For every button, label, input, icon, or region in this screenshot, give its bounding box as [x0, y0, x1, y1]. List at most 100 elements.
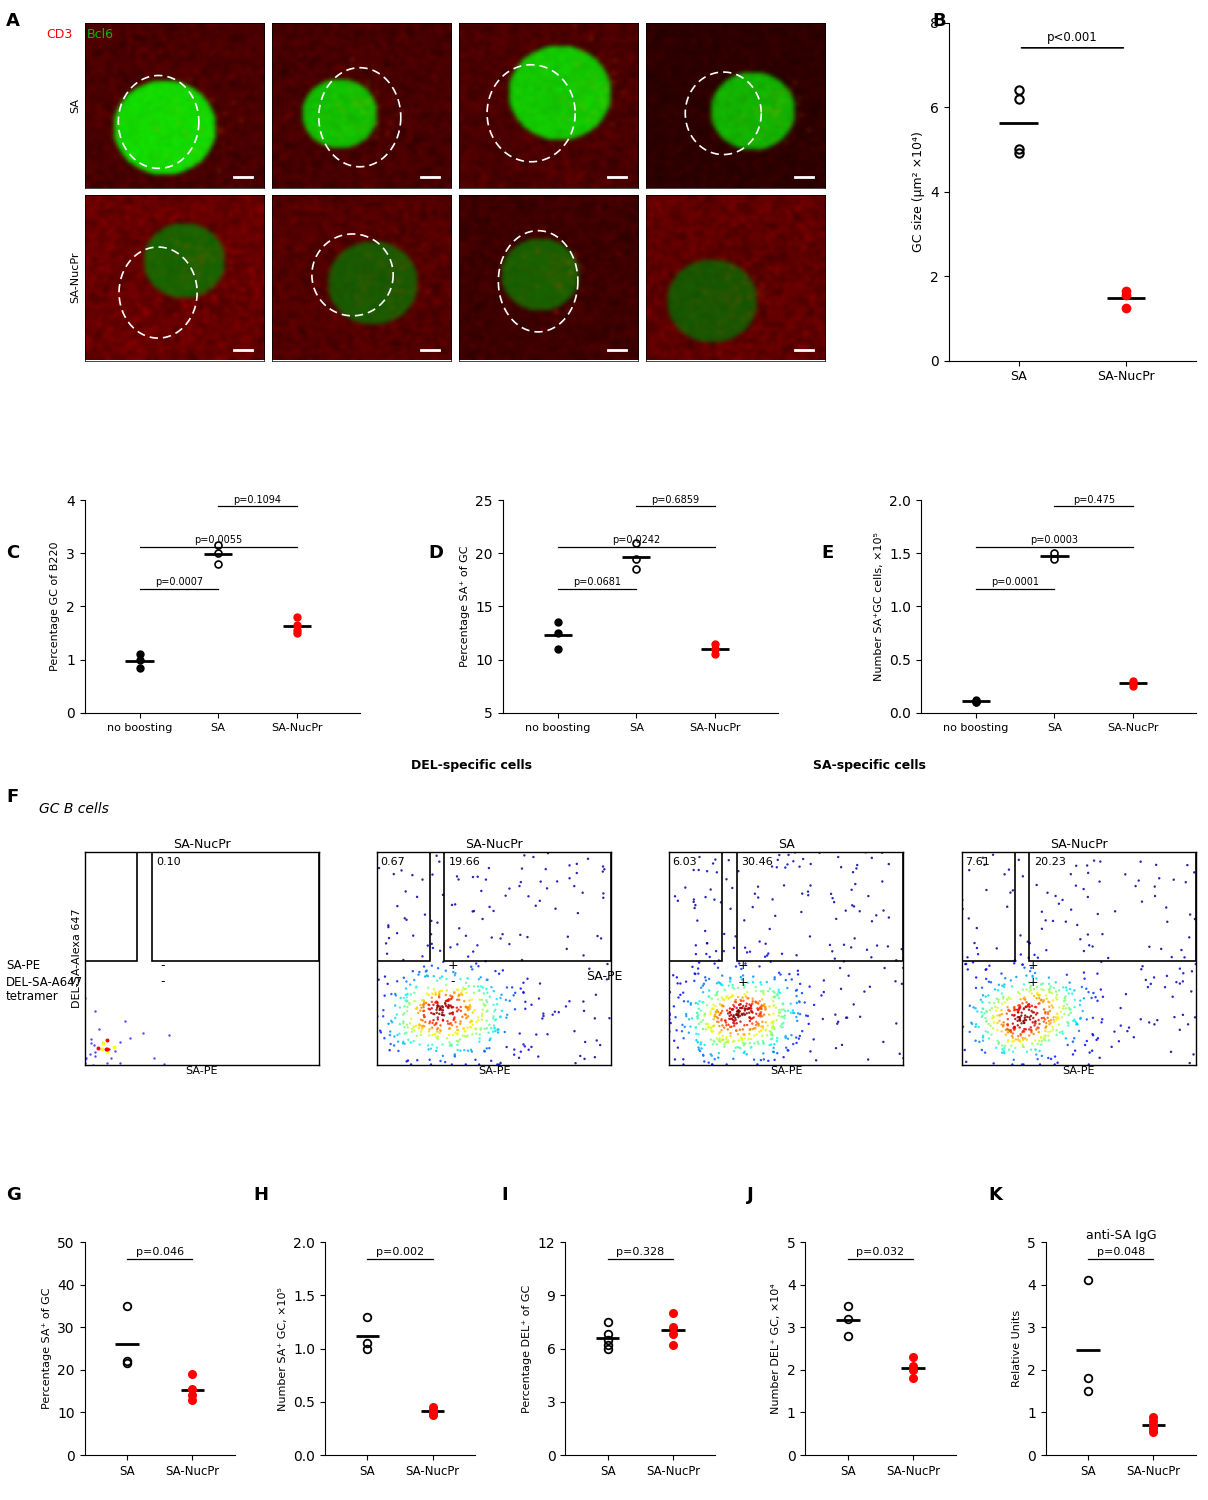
Point — [765, 966, 784, 990]
Point — [660, 1004, 679, 1028]
X-axis label: SA-PE: SA-PE — [477, 1066, 510, 1076]
Point — [536, 856, 556, 880]
Point — [447, 996, 466, 1020]
Point — [686, 1016, 705, 1040]
Point — [701, 878, 720, 902]
Point — [101, 1046, 121, 1070]
Point — [423, 1034, 442, 1058]
Point — [116, 1008, 135, 1032]
Point — [1092, 1007, 1111, 1031]
Point — [477, 976, 496, 1000]
Point — [681, 993, 701, 1017]
Point — [1071, 1007, 1091, 1031]
Point — [736, 1040, 755, 1064]
Point — [751, 1019, 771, 1042]
Point — [731, 1010, 750, 1034]
Point — [747, 1023, 766, 1047]
Point — [1009, 1005, 1028, 1029]
Text: I: I — [501, 1186, 507, 1204]
Point — [708, 1010, 727, 1034]
Point — [704, 993, 724, 1017]
Point — [734, 996, 754, 1020]
Point — [749, 1004, 768, 1028]
Point — [1027, 1002, 1046, 1026]
Point — [439, 996, 458, 1020]
Point — [765, 984, 784, 1008]
Text: p=0.046: p=0.046 — [135, 1246, 184, 1257]
Point — [1022, 1019, 1041, 1042]
Point — [458, 998, 477, 1022]
Point — [966, 1013, 986, 1036]
Point — [1015, 996, 1034, 1020]
Point — [440, 1023, 459, 1047]
Point — [471, 1017, 490, 1041]
Point — [1039, 1010, 1058, 1034]
Point — [848, 853, 867, 877]
Y-axis label: Percentage DEL⁺ of GC: Percentage DEL⁺ of GC — [522, 1284, 533, 1413]
Point — [1179, 926, 1198, 950]
Point — [732, 988, 751, 1012]
Point — [763, 993, 783, 1017]
Point — [432, 1000, 452, 1024]
Point — [983, 1004, 1003, 1028]
Point — [431, 996, 451, 1020]
Point — [394, 1011, 413, 1035]
Point — [1028, 1032, 1047, 1056]
Point — [97, 1028, 116, 1051]
Point — [1004, 996, 1023, 1020]
Bar — [962, 852, 1015, 962]
Point — [417, 958, 436, 982]
Point — [458, 1023, 477, 1047]
Point — [709, 1022, 728, 1046]
Point — [451, 1038, 470, 1062]
Point — [991, 1004, 1010, 1028]
Point — [1065, 988, 1085, 1012]
Point — [994, 972, 1014, 996]
Point — [962, 1011, 981, 1035]
Point — [484, 1005, 504, 1029]
Point — [524, 844, 544, 868]
Point — [1145, 1013, 1165, 1036]
Point — [993, 974, 1012, 998]
Point — [730, 993, 749, 1017]
Point — [674, 1047, 693, 1071]
Point — [1082, 1022, 1102, 1046]
Point — [1145, 884, 1165, 908]
Point — [464, 898, 483, 922]
Point — [439, 988, 458, 1012]
Point — [750, 1005, 769, 1029]
Point — [419, 993, 439, 1017]
Point — [390, 1013, 410, 1036]
Point — [684, 858, 703, 882]
Point — [745, 882, 765, 906]
Point — [1017, 1040, 1036, 1064]
Point — [510, 1022, 529, 1046]
Point — [887, 1011, 906, 1035]
Point — [436, 992, 455, 1016]
Point — [464, 865, 483, 889]
Point — [1033, 1029, 1052, 1053]
Point — [1058, 1034, 1078, 1058]
Point — [496, 884, 516, 908]
Point — [558, 924, 577, 948]
Point — [446, 1044, 465, 1068]
Point — [701, 1002, 720, 1026]
Point — [977, 878, 997, 902]
Point — [97, 1052, 116, 1076]
Point — [422, 986, 441, 1010]
Point — [477, 1036, 496, 1060]
Text: p=0.0001: p=0.0001 — [991, 578, 1039, 588]
Point — [413, 1014, 432, 1038]
Point — [829, 844, 848, 868]
Point — [1020, 932, 1039, 956]
Point — [1055, 988, 1074, 1012]
Point — [406, 975, 425, 999]
Point — [1003, 1026, 1022, 1050]
Point — [1032, 1007, 1051, 1031]
Point — [716, 867, 736, 891]
Point — [1059, 1011, 1079, 1035]
Point — [460, 1011, 480, 1035]
Point — [782, 968, 801, 992]
Point — [488, 1017, 507, 1041]
Point — [974, 1026, 993, 1050]
